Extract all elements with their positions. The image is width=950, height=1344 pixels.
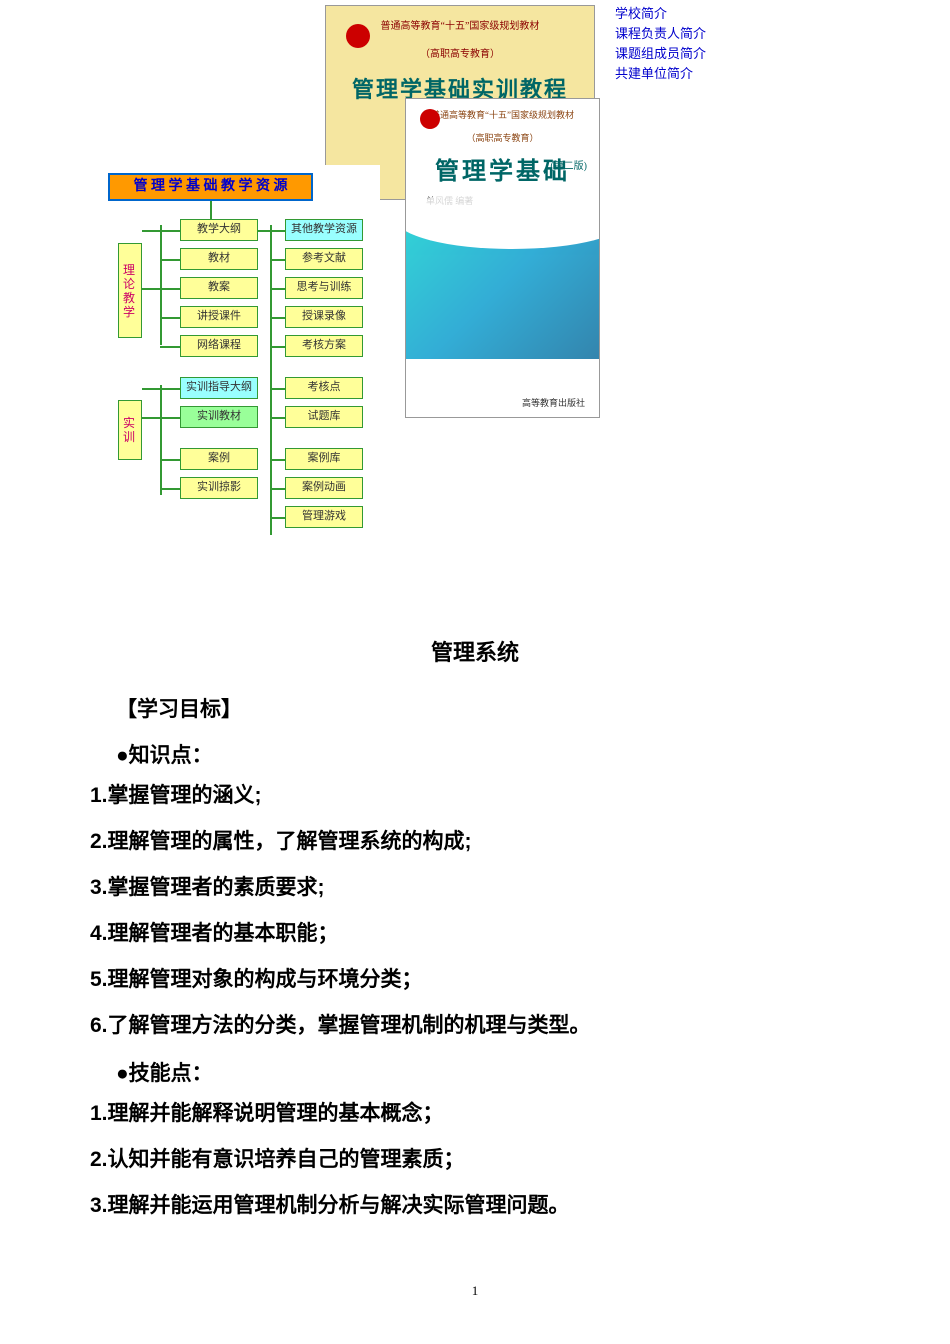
item-label: 参考文献	[302, 252, 346, 264]
connector	[270, 288, 285, 290]
item-label: 讲授课件	[197, 310, 241, 322]
item-box: 实训掠影	[180, 477, 258, 499]
item-box: 实训教材	[180, 406, 258, 428]
side-link-item: 学校简介	[615, 4, 706, 24]
document-page: 普通高等教育“十五”国家级规划教材 （高职高专教育） 管理学基础实训教程 普通高…	[0, 0, 950, 480]
connector	[270, 346, 285, 348]
section-learning-goal: 【学习目标】	[116, 693, 860, 723]
category-theory: 理论教学	[118, 243, 142, 338]
connector	[160, 385, 162, 495]
skill-item: 2.认知并能有意识培养自己的管理素质；	[90, 1145, 860, 1175]
document-title: 管理系统	[90, 635, 860, 667]
item-box: 案例库	[285, 448, 363, 470]
connector	[270, 388, 285, 390]
item-box: 案例	[180, 448, 258, 470]
item-box: 考核点	[285, 377, 363, 399]
knowledge-item: 1.掌握管理的涵义;	[90, 781, 860, 811]
item-label: 试题库	[308, 410, 341, 422]
connector	[270, 317, 285, 319]
knowledge-item: 5.理解管理对象的构成与环境分类；	[90, 965, 860, 995]
item-box: 案例动画	[285, 477, 363, 499]
connector	[160, 225, 162, 345]
connector	[160, 317, 180, 319]
item-box: 教学大纲	[180, 219, 258, 241]
item-label: 考核点	[308, 381, 341, 393]
item-box: 讲授课件	[180, 306, 258, 328]
connector	[160, 459, 180, 461]
connector	[270, 488, 285, 490]
connector	[258, 230, 285, 232]
side-link-item: 课题组成员简介	[615, 44, 706, 64]
item-box: 参考文献	[285, 248, 363, 270]
item-label: 案例动画	[302, 481, 346, 493]
connector	[142, 388, 180, 390]
connector	[160, 346, 180, 348]
side-links: 学校简介 课程负责人简介 课题组成员简介 共建单位简介	[615, 4, 706, 84]
item-label: 管理游戏	[302, 510, 346, 522]
connector	[210, 201, 212, 219]
item-box: 考核方案	[285, 335, 363, 357]
item-box: 管理游戏	[285, 506, 363, 528]
top-figure-region: 普通高等教育“十五”国家级规划教材 （高职高专教育） 管理学基础实训教程 普通高…	[0, 0, 950, 480]
connector	[160, 488, 180, 490]
item-box: 实训指导大纲	[180, 377, 258, 399]
item-box: 思考与训练	[285, 277, 363, 299]
item-box: 教案	[180, 277, 258, 299]
knowledge-item: 2.理解管理的属性，了解管理系统的构成;	[90, 827, 860, 857]
connector	[270, 459, 285, 461]
connector	[142, 230, 180, 232]
item-box: 其他教学资源	[285, 219, 363, 241]
knowledge-item: 4.理解管理者的基本职能；	[90, 919, 860, 949]
skill-item: 3.理解并能运用管理机制分析与解决实际管理问题。	[90, 1191, 860, 1221]
side-link-item: 课程负责人简介	[615, 24, 706, 44]
bullet-skill: ●技能点：	[116, 1057, 860, 1087]
item-label: 教学大纲	[197, 223, 241, 235]
item-label: 思考与训练	[297, 281, 352, 293]
bullet-knowledge: ●知识点：	[116, 739, 860, 769]
resource-diagram: 管 理 学 基 础 教 学 资 源 理论教学 实训 教学大纲 教材 教案 讲授课…	[100, 125, 590, 575]
skill-item: 1.理解并能解释说明管理的基本概念；	[90, 1099, 860, 1129]
connector	[142, 288, 180, 290]
item-label: 考核方案	[302, 339, 346, 351]
diagram-header: 管 理 学 基 础 教 学 资 源	[108, 173, 313, 201]
item-box: 试题库	[285, 406, 363, 428]
page-number: 1	[0, 1283, 950, 1299]
connector	[160, 259, 180, 261]
item-label: 案例库	[308, 452, 341, 464]
item-label: 教案	[208, 281, 230, 293]
connector	[142, 417, 180, 419]
item-label: 教材	[208, 252, 230, 264]
item-label: 网络课程	[197, 339, 241, 351]
connector	[270, 517, 285, 519]
side-link-item: 共建单位简介	[615, 64, 706, 84]
book1-label2: （高职高专教育）	[326, 48, 594, 62]
red-circle-icon	[346, 24, 370, 48]
connector	[270, 417, 285, 419]
item-label: 实训掠影	[197, 481, 241, 493]
item-label: 实训指导大纲	[186, 381, 252, 393]
item-label: 其他教学资源	[291, 223, 357, 235]
item-label: 案例	[208, 452, 230, 464]
cat-theory-label: 理论教学	[121, 263, 139, 319]
knowledge-item: 6.了解管理方法的分类，掌握管理机制的机理与类型。	[90, 1011, 860, 1041]
item-label: 授课录像	[302, 310, 346, 322]
item-box: 授课录像	[285, 306, 363, 328]
knowledge-item: 3.掌握管理者的素质要求;	[90, 873, 860, 903]
category-practice: 实训	[118, 400, 142, 460]
item-box: 网络课程	[180, 335, 258, 357]
item-box: 教材	[180, 248, 258, 270]
cat-practice-label: 实训	[121, 416, 139, 444]
item-label: 实训教材	[197, 410, 241, 422]
text-content: 管理系统 【学习目标】 ●知识点： 1.掌握管理的涵义; 2.理解管理的属性，了…	[90, 635, 860, 1237]
connector	[270, 259, 285, 261]
